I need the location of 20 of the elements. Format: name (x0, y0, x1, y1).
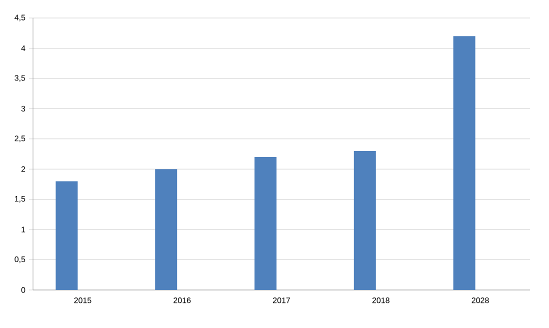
y-tick-label: 0,5 (14, 256, 26, 264)
bar (354, 150, 376, 290)
x-tick-label: 2017 (273, 298, 290, 304)
x-tick-label: 2018 (372, 298, 390, 304)
y-tick-label: 3,5 (14, 75, 26, 82)
y-tick-label: 1 (22, 226, 26, 232)
y-tick-label: 1,5 (14, 196, 26, 203)
bar (155, 169, 178, 290)
bar (254, 157, 276, 290)
y-tick-label: 2,5 (14, 136, 26, 142)
bar (56, 181, 78, 290)
x-tick-label: 2016 (174, 298, 191, 304)
x-tick-label: 2028 (472, 298, 489, 304)
x-tick-label: 2015 (74, 298, 92, 304)
bar (453, 36, 476, 290)
y-tick-label: 4 (21, 45, 26, 51)
y-tick-label: 0 (21, 287, 26, 293)
y-tick-label: 2 (21, 166, 26, 172)
y-tick-label: 3 (21, 106, 26, 112)
y-tick-label: 4,5 (14, 14, 26, 22)
